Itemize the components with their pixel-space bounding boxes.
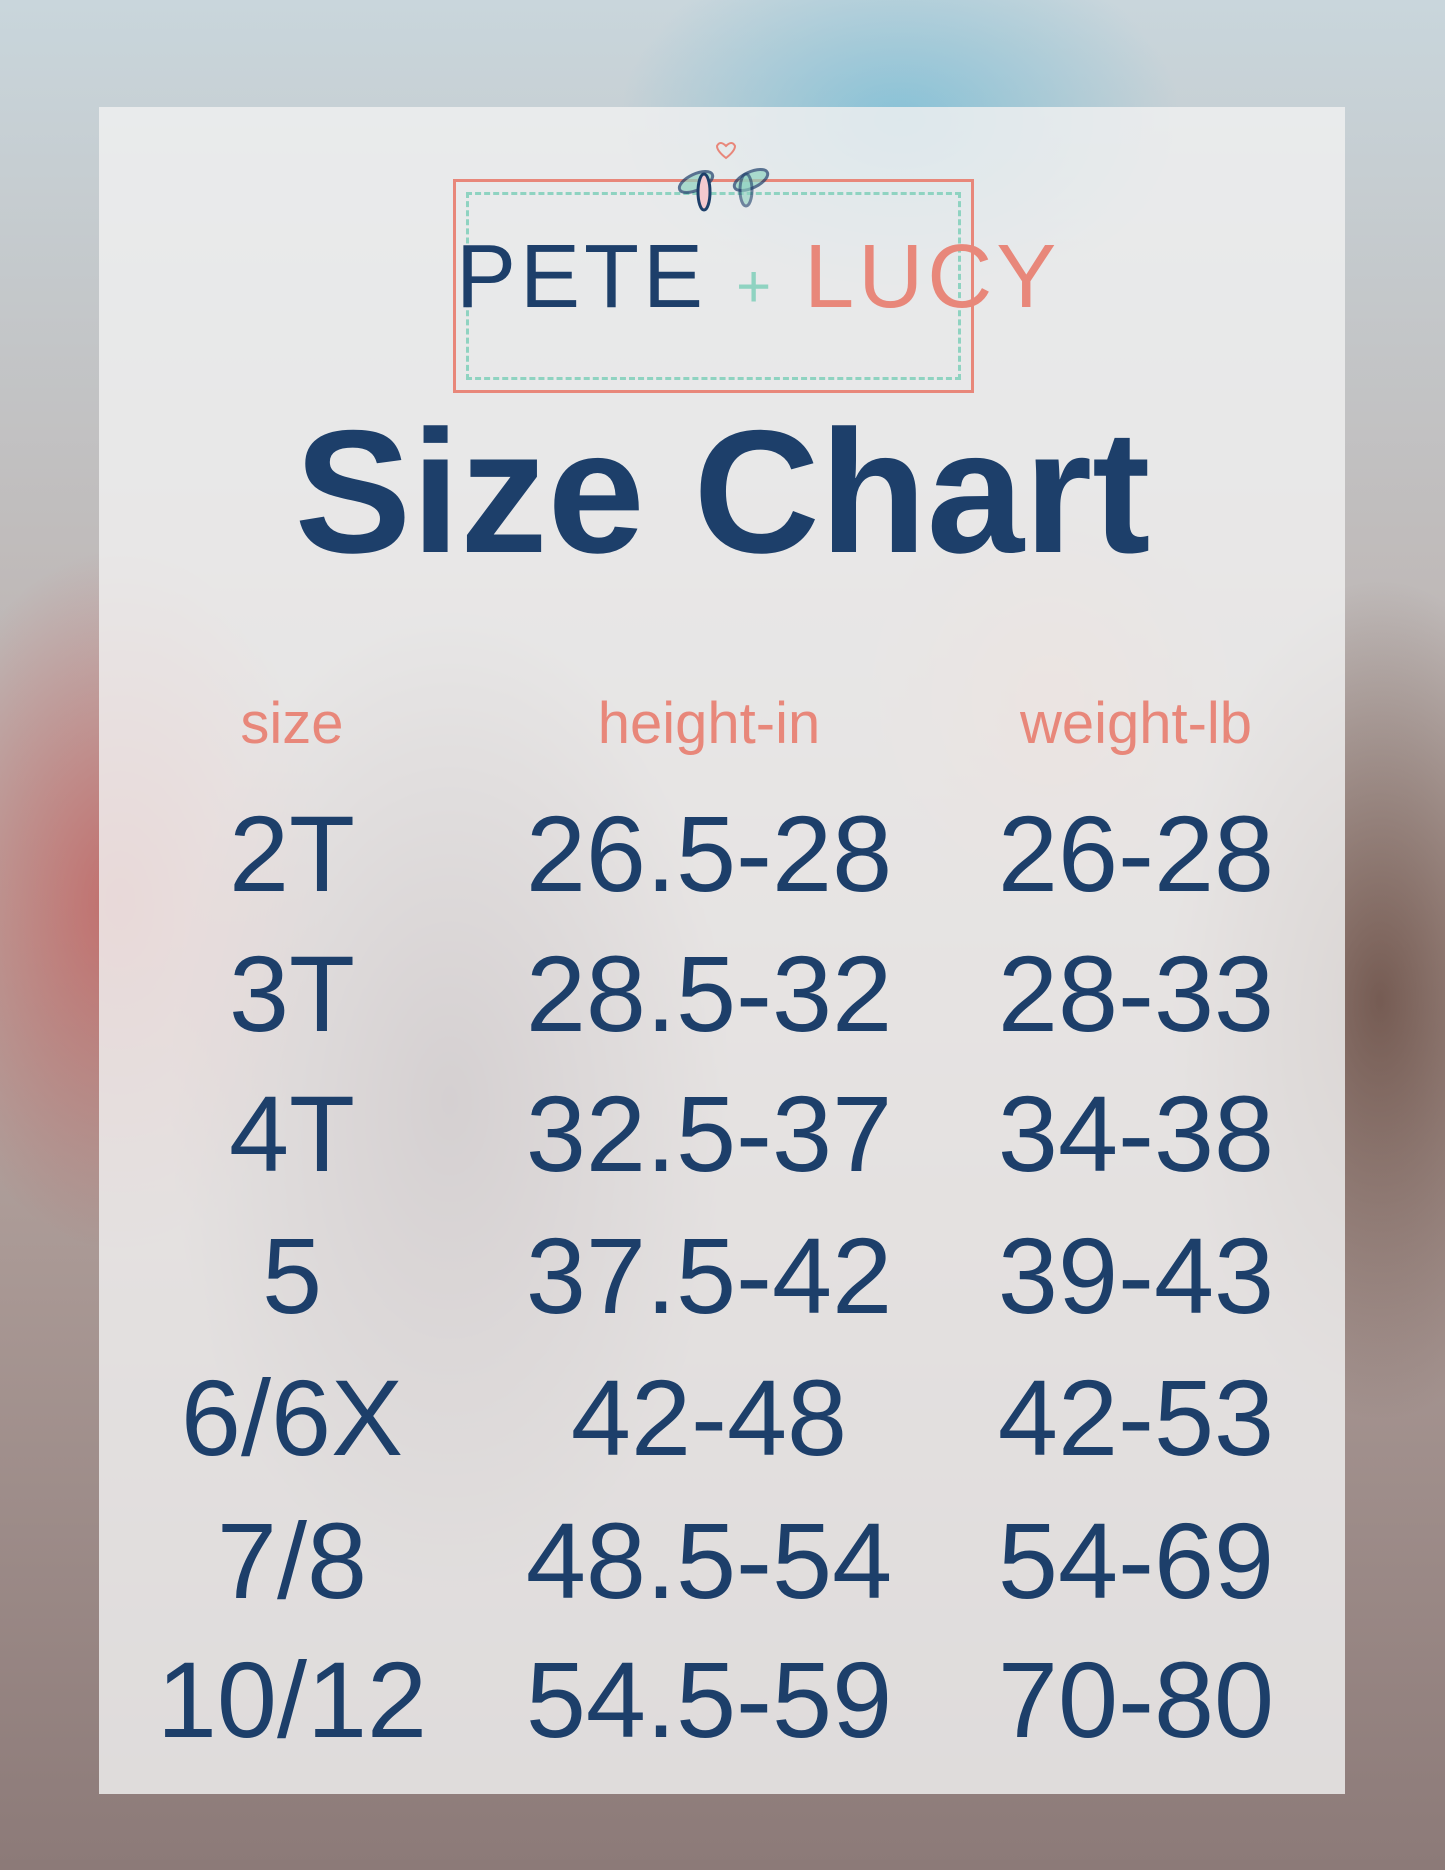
brand-plus: + <box>736 253 776 320</box>
table-cell: 10/12 <box>156 1639 428 1760</box>
table-cell: 4T <box>228 1073 356 1194</box>
table-cell: 48.5-54 <box>525 1500 893 1621</box>
table-cell: 3T <box>228 933 356 1054</box>
table-cell: 37.5-42 <box>525 1215 893 1336</box>
table-cell: 28-33 <box>997 933 1275 1054</box>
table-cell: 7/8 <box>216 1500 368 1621</box>
table-cell: 34-38 <box>997 1073 1275 1194</box>
logo-dashed-border <box>466 192 961 380</box>
table-cell: 26.5-28 <box>525 793 893 914</box>
size-chart-panel <box>99 107 1345 1794</box>
brand-pete: PETE <box>456 227 708 327</box>
table-cell: 42-48 <box>570 1357 848 1478</box>
table-cell: 54-69 <box>997 1500 1275 1621</box>
table-cell: 32.5-37 <box>525 1073 893 1194</box>
column-header: size <box>240 691 344 756</box>
table-cell: 28.5-32 <box>525 933 893 1054</box>
column-header: height-in <box>597 691 821 756</box>
table-cell: 6/6X <box>180 1357 404 1478</box>
table-cell: 54.5-59 <box>525 1639 893 1760</box>
table-cell: 26-28 <box>997 793 1275 914</box>
brand-name: PETE + LUCY <box>456 232 1056 322</box>
table-cell: 39-43 <box>997 1215 1275 1336</box>
table-cell: 2T <box>228 793 356 914</box>
brand-logo: PETE + LUCY <box>453 142 1056 393</box>
table-cell: 42-53 <box>997 1357 1275 1478</box>
table-cell: 70-80 <box>997 1639 1275 1760</box>
column-header: weight-lb <box>1019 691 1253 756</box>
brand-lucy: LUCY <box>804 227 1061 327</box>
page-title: Size Chart <box>294 395 1151 590</box>
table-cell: 5 <box>261 1215 323 1336</box>
butterflies-icon <box>677 142 770 212</box>
